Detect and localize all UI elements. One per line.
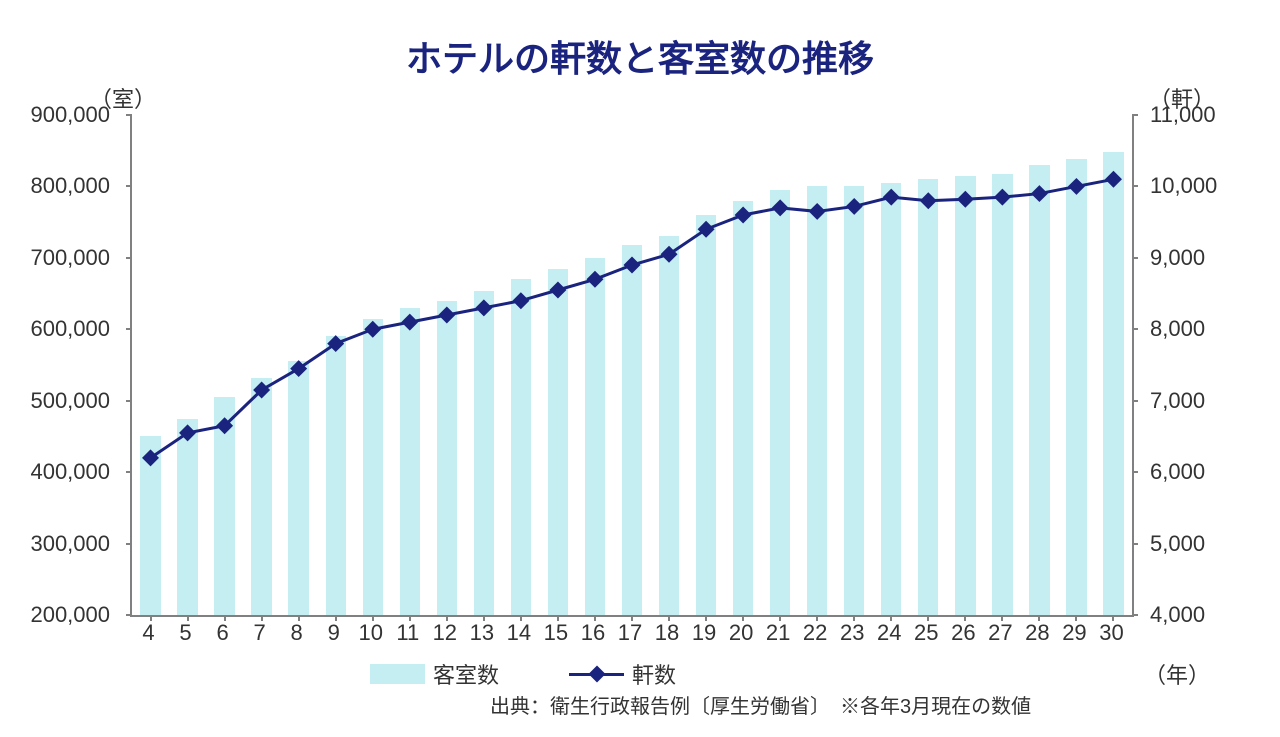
y1-tick-label: 900,000 <box>30 102 110 128</box>
line-marker <box>698 221 715 238</box>
x-tick-label: 30 <box>1099 620 1123 646</box>
x-tick-label: 12 <box>433 620 457 646</box>
line-marker <box>142 449 159 466</box>
y1-tick-label: 700,000 <box>30 245 110 271</box>
y1-tick-label: 300,000 <box>30 531 110 557</box>
line-marker <box>438 307 455 324</box>
x-axis-labels: 456789 10 11 12 13 14 15 16 17 18 19 20 21 22 23 24 25 26… <box>130 620 1130 650</box>
x-tick-label: 18 <box>655 620 679 646</box>
x-tick-label: 22 <box>803 620 827 646</box>
x-tick-label: 6 <box>216 620 228 646</box>
legend-item-line: 軒数 <box>569 658 676 690</box>
x-tick-label: 16 <box>581 620 605 646</box>
x-tick-label: 13 <box>470 620 494 646</box>
y1-tick-label: 500,000 <box>30 388 110 414</box>
chart-footnote: 出典：衛生行政報告例〔厚生労働省〕 ※各年3月現在の数値 <box>490 690 1031 719</box>
line-marker <box>290 360 307 377</box>
y2-tick-label: 11,000 <box>1150 102 1216 128</box>
x-tick-label: 14 <box>507 620 531 646</box>
x-tick-label: 23 <box>840 620 864 646</box>
line-marker <box>1068 178 1085 195</box>
line-marker <box>1105 171 1122 188</box>
legend-swatch-line <box>569 673 624 676</box>
line-marker <box>661 246 678 263</box>
legend-label-line: 軒数 <box>632 658 676 690</box>
y2-tick-label: 9,000 <box>1150 245 1205 271</box>
x-tick-label: 29 <box>1062 620 1086 646</box>
y2-axis-labels: 4,0005,0006,0007,0008,0009,00010,00011,0… <box>1140 115 1280 615</box>
x-tick-label: 21 <box>766 620 790 646</box>
line-marker <box>364 321 381 338</box>
x-tick-label: 10 <box>358 620 382 646</box>
x-tick-label: 7 <box>254 620 266 646</box>
chart-title: ホテルの軒数と客室数の推移 <box>0 30 1280 82</box>
line-marker <box>327 335 344 352</box>
line-marker <box>475 299 492 316</box>
x-tick-label: 19 <box>692 620 716 646</box>
line-marker <box>624 257 641 274</box>
x-axis-unit: （年） <box>1144 658 1210 690</box>
line-marker <box>883 189 900 206</box>
x-tick-label: 27 <box>988 620 1012 646</box>
y2-tick-label: 7,000 <box>1150 388 1205 414</box>
y1-tick-label: 400,000 <box>30 459 110 485</box>
x-tick-label: 11 <box>396 620 419 646</box>
legend-swatch-bar <box>370 664 425 684</box>
line-marker <box>179 424 196 441</box>
y1-tick-label: 800,000 <box>30 173 110 199</box>
line-marker <box>735 207 752 224</box>
line-marker <box>549 282 566 299</box>
line-marker <box>846 198 863 215</box>
line-marker <box>920 192 937 209</box>
y2-tick-label: 4,000 <box>1150 602 1205 628</box>
line-series <box>151 179 1114 458</box>
line-marker <box>994 189 1011 206</box>
x-tick-label: 9 <box>328 620 340 646</box>
y1-axis-labels: 200,000300,000400,000500,000600,000700,0… <box>0 115 120 615</box>
line-marker <box>512 292 529 309</box>
y1-tick-label: 200,000 <box>30 602 110 628</box>
chart-container: ホテルの軒数と客室数の推移 （室） （軒） （年） 200,000300,000… <box>0 0 1280 737</box>
x-tick-label: 15 <box>544 620 568 646</box>
line-layer <box>132 115 1132 615</box>
x-tick-label: 25 <box>914 620 938 646</box>
legend: 客室数 軒数 <box>370 658 676 690</box>
y2-tick-label: 6,000 <box>1150 459 1205 485</box>
line-marker <box>772 199 789 216</box>
y2-tick-label: 8,000 <box>1150 316 1205 342</box>
x-tick-label: 5 <box>179 620 191 646</box>
y2-tick-label: 5,000 <box>1150 531 1205 557</box>
x-tick-label: 26 <box>951 620 975 646</box>
plot-area <box>130 115 1134 617</box>
line-marker <box>1031 185 1048 202</box>
x-tick-label: 28 <box>1025 620 1049 646</box>
legend-label-bars: 客室数 <box>433 658 499 690</box>
line-marker <box>586 271 603 288</box>
x-tick-label: 24 <box>877 620 901 646</box>
y1-tick-label: 600,000 <box>30 316 110 342</box>
line-marker <box>809 203 826 220</box>
x-tick-label: 8 <box>291 620 303 646</box>
y2-tick-label: 10,000 <box>1150 173 1217 199</box>
line-marker <box>957 191 974 208</box>
x-tick-label: 4 <box>142 620 154 646</box>
x-tick-label: 17 <box>618 620 642 646</box>
line-marker <box>401 314 418 331</box>
x-tick-label: 20 <box>729 620 753 646</box>
legend-item-bars: 客室数 <box>370 658 499 690</box>
